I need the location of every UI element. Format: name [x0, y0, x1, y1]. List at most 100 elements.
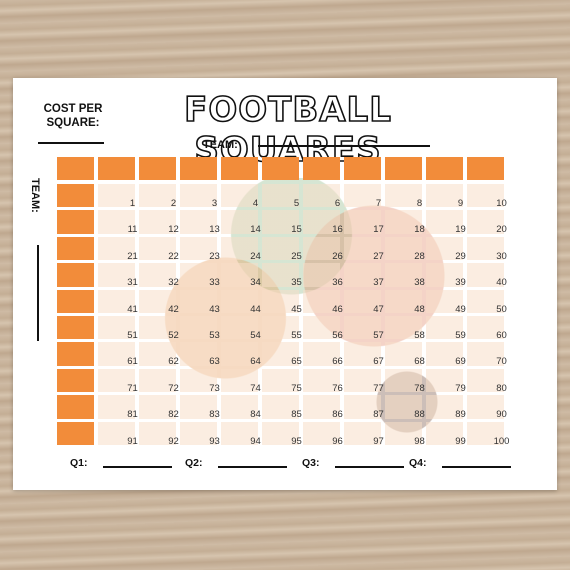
quarter-line: [335, 466, 404, 468]
header-cell: [303, 157, 340, 180]
square-number: 21: [127, 250, 138, 262]
square: [180, 421, 217, 445]
square-number: 96: [332, 435, 343, 447]
square: [262, 395, 299, 419]
square-number: 98: [414, 435, 425, 447]
square: [385, 184, 422, 208]
square: [426, 342, 463, 366]
square-number: 50: [496, 303, 507, 315]
square: [344, 289, 381, 313]
corner-cell: [57, 157, 94, 180]
square-number: 87: [373, 409, 384, 421]
quarter-line: [103, 466, 172, 468]
square: [426, 236, 463, 261]
square-number: 20: [496, 224, 507, 236]
square: [303, 368, 340, 393]
square-number: 52: [168, 330, 179, 341]
square-number: 72: [168, 382, 179, 394]
square: [262, 263, 299, 287]
square: [180, 263, 217, 287]
square-number: 42: [168, 303, 179, 315]
side-cell: [57, 395, 94, 419]
square: [180, 289, 217, 313]
square-number: 100: [493, 435, 510, 447]
square-number: 17: [373, 224, 384, 236]
square: [344, 236, 381, 261]
square: [98, 368, 135, 393]
square: [467, 395, 504, 419]
square-number: 23: [209, 250, 220, 262]
square: [221, 368, 258, 393]
square-number: 81: [127, 409, 138, 421]
square: [303, 184, 340, 208]
square: [139, 368, 176, 393]
header-cell: [139, 157, 176, 180]
square-number: 35: [291, 277, 302, 289]
paper: COST PER SQUARE: FOOTBALL SQUARES TEAM: …: [13, 78, 557, 490]
square-number: 65: [291, 356, 302, 368]
square-number: 43: [209, 303, 220, 315]
square: [385, 263, 422, 287]
square: [385, 368, 422, 393]
square: [139, 316, 176, 340]
square: [344, 184, 381, 208]
header-cell: [180, 157, 217, 180]
square: [385, 236, 422, 261]
square: [426, 368, 463, 393]
square: [180, 368, 217, 393]
header-cell: [98, 157, 135, 180]
square: [180, 342, 217, 366]
square: [467, 184, 504, 208]
header-cell: [221, 157, 258, 180]
square-number: 41: [127, 303, 138, 315]
square: [385, 210, 422, 234]
side-cell: [57, 289, 94, 313]
square-number: 31: [127, 277, 138, 289]
square: [467, 289, 504, 313]
square: [385, 395, 422, 419]
square-number: 78: [414, 382, 425, 394]
square: [98, 263, 135, 287]
cost-per-square-label: COST PER SQUARE:: [33, 102, 113, 130]
square-number: 59: [455, 330, 466, 341]
quarter-line: [442, 466, 511, 468]
square: [98, 316, 135, 340]
square: [262, 342, 299, 366]
square-number: 14: [250, 224, 261, 236]
square-number: 30: [496, 250, 507, 262]
square: [139, 395, 176, 419]
square-number: 6: [334, 198, 341, 209]
square-number: 38: [414, 277, 425, 289]
square: [262, 289, 299, 313]
square: [221, 395, 258, 419]
quarter-label: Q4:: [409, 457, 427, 469]
square-number: 85: [291, 409, 302, 421]
square-number: 1: [129, 198, 136, 209]
header-cell: [344, 157, 381, 180]
square: [221, 316, 258, 340]
square-number: 49: [455, 303, 466, 315]
square-number: 82: [168, 409, 179, 421]
square-number: 40: [496, 277, 507, 289]
square-number: 77: [373, 382, 384, 394]
header-cell: [467, 157, 504, 180]
square-number: 71: [127, 382, 138, 394]
square-number: 63: [209, 356, 220, 368]
quarter-label: Q3:: [302, 457, 320, 469]
square: [98, 210, 135, 234]
square-number: 91: [127, 435, 138, 447]
side-team-label: TEAM:: [29, 178, 41, 213]
square: [180, 316, 217, 340]
square: [180, 236, 217, 261]
square-number: 36: [332, 277, 343, 289]
square-number: 70: [496, 356, 507, 368]
top-team-label: TEAM:: [203, 139, 238, 151]
square-number: 80: [496, 382, 507, 394]
square: [262, 368, 299, 393]
square-number: 48: [414, 303, 425, 315]
square-number: 84: [250, 409, 261, 421]
square-number: 79: [455, 382, 466, 394]
side-cell: [57, 210, 94, 234]
square: [98, 236, 135, 261]
